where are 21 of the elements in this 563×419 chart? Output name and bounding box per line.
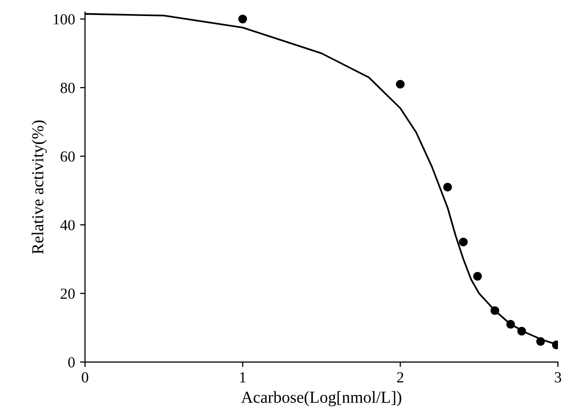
x-tick-label: 3 xyxy=(554,372,562,382)
y-tick-label: 100 xyxy=(54,14,75,24)
x-tick-label: 2 xyxy=(397,372,404,382)
y-tick-label: 80 xyxy=(60,82,75,94)
y-tick-label: 20 xyxy=(60,288,75,299)
point xyxy=(443,182,452,192)
point xyxy=(506,320,516,329)
point xyxy=(517,326,526,336)
y-tick-label: 0 xyxy=(68,357,75,368)
point xyxy=(396,80,405,89)
point xyxy=(238,14,248,24)
point xyxy=(536,337,545,346)
point xyxy=(473,272,482,281)
point xyxy=(490,306,500,315)
x-axis-title: Acarbose(Log[nmol/L]) xyxy=(241,391,402,406)
point xyxy=(458,238,468,246)
y-axis-title: Relative activity(%) xyxy=(32,120,47,254)
y-tick-label: 60 xyxy=(60,151,75,162)
x-tick-label: 1 xyxy=(240,372,246,382)
y-tick-label: 40 xyxy=(60,220,75,230)
x-tick-label: 0 xyxy=(82,372,88,382)
